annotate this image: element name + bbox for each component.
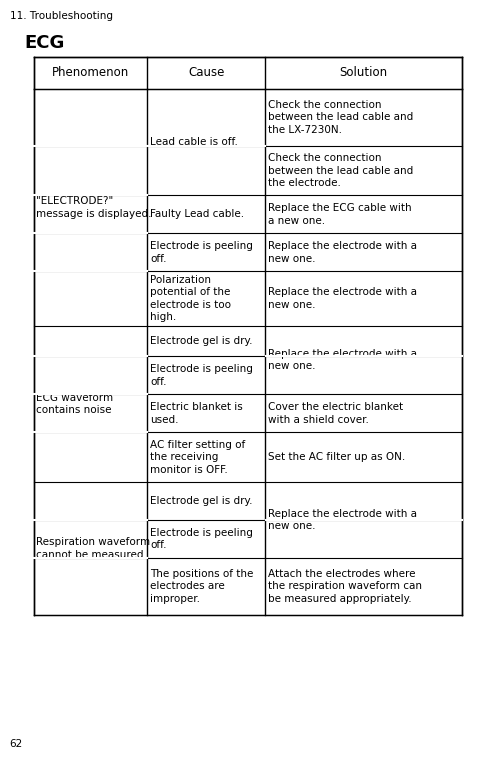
Text: Phenomenon: Phenomenon <box>52 66 129 80</box>
Text: Attach the electrodes where
the respiration waveform can
be measured appropriate: Attach the electrodes where the respirat… <box>268 569 422 603</box>
Text: Electrode is peeling
off.: Electrode is peeling off. <box>150 527 253 550</box>
Text: Lead cable is off.: Lead cable is off. <box>150 137 238 147</box>
Text: Electrode gel is dry.: Electrode gel is dry. <box>150 496 252 506</box>
Text: Electric blanket is
used.: Electric blanket is used. <box>150 402 243 425</box>
Text: Faulty Lead cable.: Faulty Lead cable. <box>150 209 244 220</box>
Text: Replace the ECG cable with
a new one.: Replace the ECG cable with a new one. <box>268 203 411 226</box>
Text: AC filter setting of
the receiving
monitor is OFF.: AC filter setting of the receiving monit… <box>150 440 245 474</box>
Text: Electrode is peeling
off.: Electrode is peeling off. <box>150 241 253 264</box>
Text: Replace the electrode with a
new one.: Replace the electrode with a new one. <box>268 287 417 310</box>
Text: 62: 62 <box>10 739 23 749</box>
Text: "ELECTRODE?"
message is displayed.: "ELECTRODE?" message is displayed. <box>36 196 152 219</box>
Text: ECG waveform
contains noise: ECG waveform contains noise <box>36 393 114 415</box>
Text: Polarization
potential of the
electrode is too
high.: Polarization potential of the electrode … <box>150 275 231 322</box>
Text: Solution: Solution <box>340 66 388 80</box>
Text: Check the connection
between the lead cable and
the LX-7230N.: Check the connection between the lead ca… <box>268 100 413 135</box>
Text: Replace the electrode with a
new one.: Replace the electrode with a new one. <box>268 349 417 372</box>
Text: Respiration waveform
cannot be measured.: Respiration waveform cannot be measured. <box>36 537 150 559</box>
Text: Cause: Cause <box>188 66 224 80</box>
Text: Electrode is peeling
off.: Electrode is peeling off. <box>150 364 253 387</box>
Text: ECG: ECG <box>24 34 64 52</box>
Text: Replace the electrode with a
new one.: Replace the electrode with a new one. <box>268 508 417 531</box>
Text: Electrode gel is dry.: Electrode gel is dry. <box>150 336 252 347</box>
Text: Cover the electric blanket
with a shield cover.: Cover the electric blanket with a shield… <box>268 402 403 425</box>
Text: Set the AC filter up as ON.: Set the AC filter up as ON. <box>268 452 405 462</box>
Text: Check the connection
between the lead cable and
the electrode.: Check the connection between the lead ca… <box>268 154 413 188</box>
Text: Replace the electrode with a
new one.: Replace the electrode with a new one. <box>268 241 417 264</box>
Text: 11. Troubleshooting: 11. Troubleshooting <box>10 11 113 21</box>
Text: The positions of the
electrodes are
improper.: The positions of the electrodes are impr… <box>150 569 253 603</box>
